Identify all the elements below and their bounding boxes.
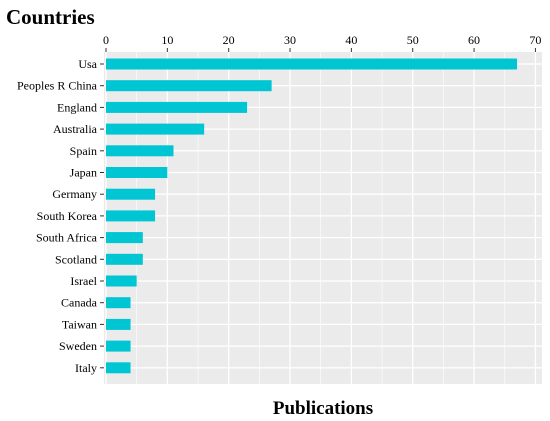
y-tick-label: Scotland	[55, 252, 97, 266]
x-tick-label: 50	[407, 33, 419, 47]
x-axis-ticks: 0 10 20 30 40 50 60 70	[103, 33, 541, 52]
y-tick-label: Germany	[52, 187, 97, 201]
x-tick-label: 60	[468, 33, 480, 47]
y-tick-label: Spain	[70, 144, 97, 158]
bar-canada	[106, 297, 131, 309]
y-tick-label: Usa	[78, 57, 97, 71]
x-tick-label: 70	[529, 33, 541, 47]
y-tick-label: Japan	[70, 166, 97, 180]
x-tick-label: 30	[284, 33, 296, 47]
bar-israel	[106, 275, 137, 287]
y-tick-label: Taiwan	[62, 317, 97, 331]
bars	[106, 58, 517, 374]
x-tick-label: 20	[223, 33, 235, 47]
bar-japan	[106, 167, 168, 178]
bar-sweden	[106, 340, 131, 352]
y-tick-label: South Africa	[36, 231, 98, 245]
chart-title: Countries	[6, 5, 95, 29]
x-tick-label: 40	[345, 33, 357, 47]
bar-peoples-r-china	[106, 80, 272, 92]
x-tick-label: 10	[161, 33, 173, 47]
bar-scotland	[106, 253, 143, 265]
y-tick-label: Canada	[61, 296, 98, 310]
bar-australia	[106, 123, 205, 135]
bar-england	[106, 101, 248, 113]
y-tick-label: Sweden	[59, 339, 97, 353]
bar-italy	[106, 362, 131, 374]
bar-south-korea	[106, 210, 156, 222]
y-tick-label: Australia	[53, 122, 98, 136]
y-axis-labels: Usa Peoples R China England Australia Spain J…	[17, 57, 104, 375]
y-tick-label: Peoples R China	[17, 79, 98, 93]
bar-south-africa	[106, 232, 143, 244]
y-tick-label: South Korea	[37, 209, 98, 223]
bar-usa	[106, 58, 517, 70]
bar-germany	[106, 188, 156, 200]
y-tick-label: England	[57, 100, 97, 114]
x-tick-label: 0	[103, 33, 109, 47]
bar-spain	[106, 145, 174, 157]
plot-panel	[104, 52, 542, 384]
bar-taiwan	[106, 318, 131, 330]
y-tick-label: Italy	[75, 361, 97, 375]
grid-lines	[104, 52, 542, 384]
x-axis-label: Publications	[273, 398, 373, 419]
y-tick-label: Israel	[70, 274, 97, 288]
